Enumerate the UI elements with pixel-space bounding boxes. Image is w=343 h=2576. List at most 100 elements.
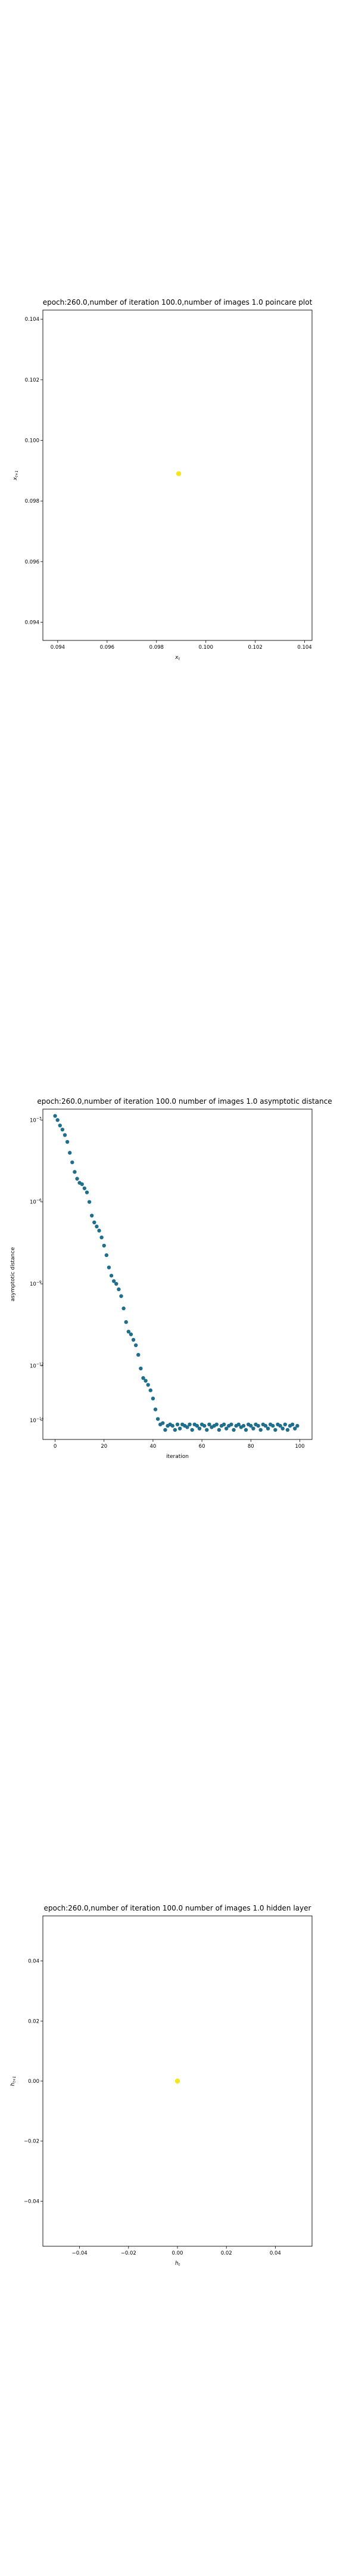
y-axis-label: xt+1 [13,470,19,481]
x-tick-label: 0.098 [149,645,164,651]
data-point [263,1423,268,1428]
x-tick-label: 100 [295,1444,304,1450]
data-point [155,1417,160,1421]
data-point [293,1426,297,1431]
y-tick-label: 10−6 [30,1199,42,1206]
data-point [271,1423,275,1428]
data-point [136,1352,141,1357]
data-point [161,1421,165,1425]
y-tick-label: −0.02 [24,2139,39,2145]
chart-title: epoch:260.0,number of iteration 100.0,nu… [43,298,313,306]
data-point [146,1383,150,1387]
data-point [258,1428,263,1432]
data-point [175,1422,180,1427]
data-point [151,1397,155,1401]
data-point [139,1366,143,1371]
data-point [53,1114,57,1118]
y-tick-label: 0.098 [25,499,39,504]
y-tick-label: 0.094 [25,620,39,626]
y-tick-label: −0.04 [24,2199,39,2205]
data-point [163,1428,167,1432]
x-axis-label: ht [175,2261,180,2267]
data-point [217,1428,222,1432]
data-point [124,1320,128,1324]
data-point [95,1224,99,1229]
data-point [121,1306,126,1311]
y-tick-label: 10−9 [30,1280,42,1287]
y-tick-label: 0.00 [28,2079,39,2085]
data-point [141,1376,145,1380]
x-tick-label: −0.04 [72,2250,88,2256]
data-point [232,1428,236,1432]
data-point [75,1176,79,1181]
x-tick-label: 0.104 [297,645,311,651]
data-point [170,1423,174,1428]
data-point [188,1422,192,1427]
data-point [70,1160,74,1165]
ticks: 0.094 0.096 0.098 0.100 0.102 0.104 0.094 0.096… [25,317,312,651]
data-point [102,1243,106,1248]
data-point [87,1200,92,1204]
data-point [107,1265,111,1270]
asymptotic-distance-plot: epoch:260.0,number of iteration 100.0 nu… [10,1097,332,1460]
y-tick-label: 0.02 [28,2018,39,2024]
data-point [185,1425,189,1429]
x-axis-label: xt [174,655,180,661]
data-point [241,1423,246,1428]
data-point [89,1213,94,1218]
data-point [73,1170,77,1174]
data-point [273,1428,277,1432]
y-tick-label: 0.102 [25,377,39,383]
data-point [133,1343,138,1348]
data-point [85,1190,89,1194]
data-point [117,1287,121,1292]
x-tick-label: 80 [248,1444,254,1450]
data-point [202,1423,207,1428]
y-tick-label: 0.04 [28,1959,39,1965]
x-tick-label: 0.094 [51,645,65,651]
chart-title: epoch:260.0,number of iteration 100.0 nu… [44,1904,311,1912]
x-tick-label: 0.04 [270,2250,281,2256]
y-tick-label: 0.096 [25,559,39,565]
data-point [173,1428,177,1432]
y-tick-label: 10−3 [30,1116,42,1123]
x-tick-label: 60 [199,1444,205,1450]
data-point [207,1422,211,1427]
x-tick-label: −0.02 [121,2250,136,2256]
data-point [60,1128,65,1132]
x-tick-label: 0.100 [199,645,213,651]
data-point [126,1329,131,1334]
data-point [195,1423,199,1428]
x-tick-label: 0 [54,1444,57,1450]
data-point [68,1151,72,1155]
data-point [280,1426,285,1431]
data-point [285,1428,290,1432]
data-point [63,1133,67,1137]
data-point [205,1428,209,1432]
data-point [144,1379,148,1383]
data-point [92,1220,96,1225]
data-point [58,1123,62,1128]
data-point [80,1182,84,1187]
x-tick-label: 20 [101,1444,107,1450]
x-tick-label: 0.102 [248,645,262,651]
data-point [65,1140,70,1144]
plot-frame [42,1109,313,1440]
data-point [131,1337,136,1342]
data-points [176,471,182,476]
data-point [295,1423,300,1428]
data-point [99,1235,104,1240]
y-tick-label: 10−14 [30,1417,44,1424]
data-point [266,1426,270,1431]
data-point [148,1388,152,1392]
data-point [55,1118,60,1122]
data-point [97,1228,101,1233]
data-point [82,1186,87,1190]
data-point [249,1423,253,1428]
y-axis-label: asymptotic distance [10,1247,16,1301]
data-point [176,471,182,476]
y-tick-label: 10−12 [30,1362,44,1369]
data-points [174,2078,180,2084]
data-point [236,1422,241,1427]
data-point [256,1423,260,1428]
